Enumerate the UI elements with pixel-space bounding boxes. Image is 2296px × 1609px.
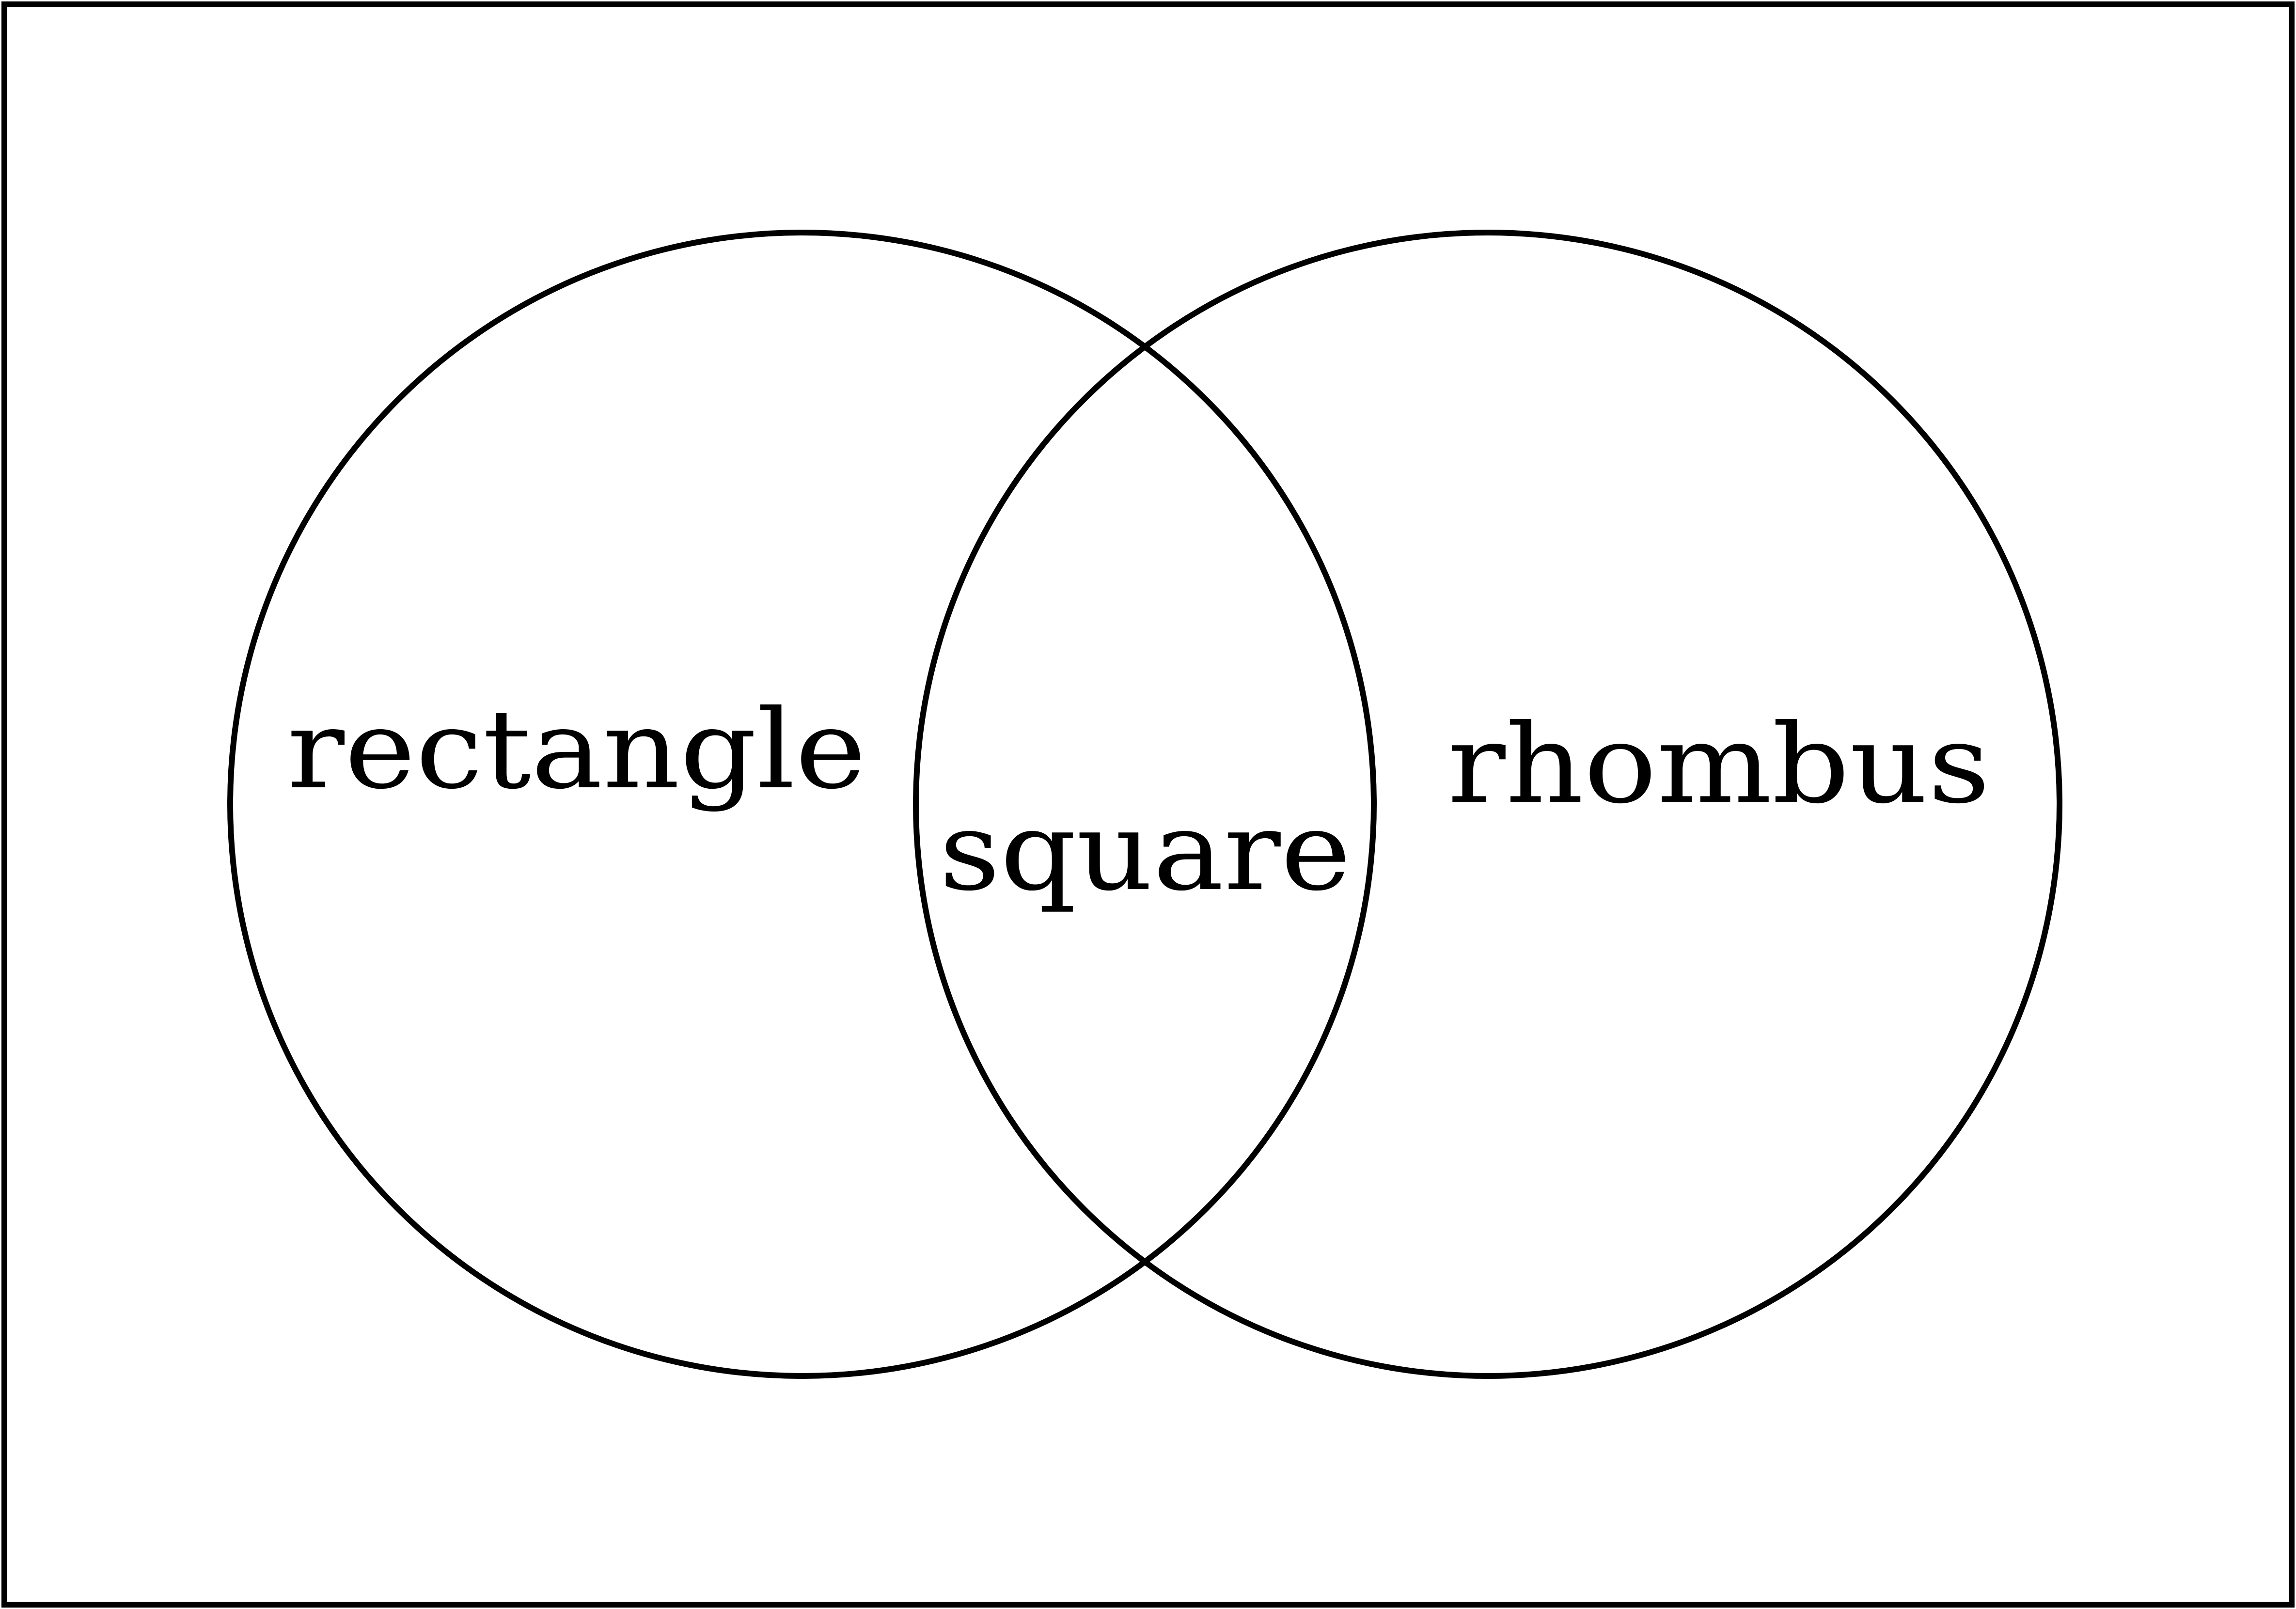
intersection-label-square: square: [939, 788, 1351, 915]
set-label-rhombus: rhombus: [1447, 701, 1990, 828]
set-label-rectangle: rectangle: [287, 687, 866, 813]
set-circle-rhombus: [913, 230, 2062, 1379]
set-circle-rectangle: [227, 230, 1377, 1379]
